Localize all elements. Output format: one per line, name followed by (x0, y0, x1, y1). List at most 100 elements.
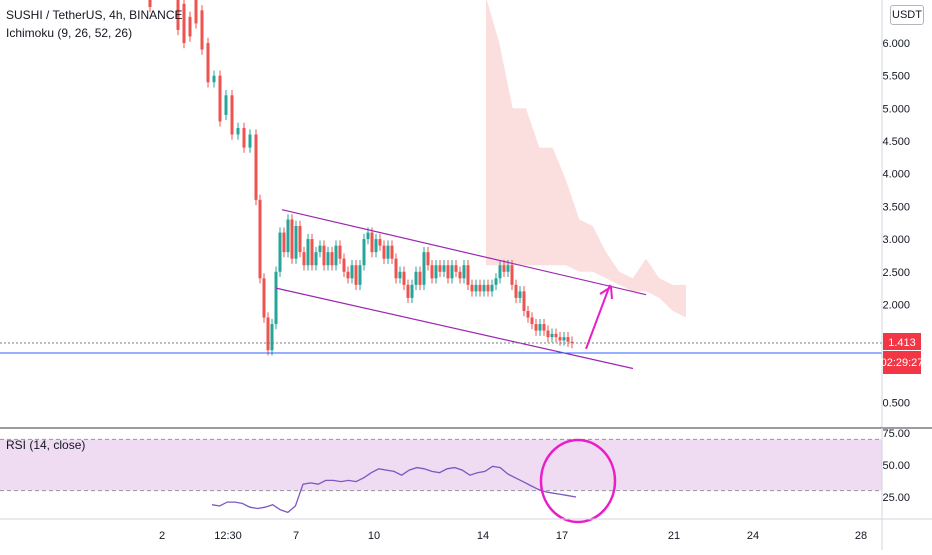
candle-body (530, 317, 534, 325)
candle-body (230, 95, 234, 135)
rsi-tick-label: 25.00 (882, 492, 910, 504)
candle-body (518, 291, 522, 298)
candle-body (224, 95, 228, 115)
candle-body (346, 271, 350, 279)
candle-body (442, 265, 446, 272)
candle-body (446, 265, 450, 279)
projection-arrow-shaft (585, 284, 611, 350)
candle-body (322, 245, 326, 266)
projection-arrow-head (599, 285, 613, 300)
price-tick-label: 4.500 (882, 136, 910, 148)
candle-body (430, 265, 434, 279)
price-tick-label: 5.500 (882, 71, 910, 83)
rsi-band (0, 439, 882, 491)
candle-body (218, 75, 222, 122)
price-tick-label: 2.000 (882, 299, 910, 311)
candle-body (466, 265, 470, 285)
candle-body (534, 324, 538, 331)
candle-body (414, 271, 418, 285)
candle-body (182, 3, 186, 43)
candle-body (526, 310, 530, 318)
rsi-tick-label: 50.00 (882, 460, 910, 472)
candle-body (538, 324, 542, 331)
candle-body (486, 284, 490, 292)
ichimoku-legend: Ichimoku (9, 26, 52, 26) (6, 26, 133, 40)
candle-body (502, 265, 506, 272)
time-tick-label: 2 (159, 530, 165, 542)
time-tick-label: 14 (477, 530, 489, 542)
candle-body (566, 337, 570, 342)
candle-body (506, 265, 510, 272)
currency-badge[interactable]: USDT (890, 5, 924, 25)
candle-body (298, 226, 302, 253)
candle-body (206, 43, 210, 83)
candle-body (326, 252, 330, 266)
candle-body (482, 284, 486, 292)
candle-body (302, 252, 306, 266)
candle-body (438, 265, 442, 272)
price-tick-label: 2.500 (882, 267, 910, 279)
candle-body (382, 245, 386, 259)
candle-body (236, 127, 240, 135)
candle-body (398, 271, 402, 279)
rsi-line (211, 465, 577, 514)
candle-body (354, 265, 358, 285)
candle-body (330, 252, 334, 266)
chart-title: SUSHI / TetherUS, 4h, BINANCE (6, 8, 183, 22)
candle-body (402, 271, 406, 285)
time-tick-label: 7 (293, 530, 299, 542)
candle-body (334, 245, 338, 266)
candle-body (176, 0, 180, 30)
last-price-label: 1.413 (888, 337, 916, 349)
candle-body (362, 239, 366, 266)
ichimoku-cloud-area (486, 0, 686, 318)
candle-body (458, 271, 462, 279)
price-tick-label: 5.000 (882, 103, 910, 115)
time-tick-label: 24 (747, 530, 759, 542)
candle-body (474, 284, 478, 292)
rsi-highlight-circle (539, 438, 617, 524)
candle-body (358, 265, 362, 285)
candle-body (490, 284, 494, 292)
candle-body (454, 265, 458, 272)
channel-upper-line (281, 209, 647, 296)
candle-body (554, 333, 558, 338)
price-tick-label: 0.500 (882, 398, 910, 410)
candle-body (514, 284, 518, 298)
candle-body (522, 291, 526, 311)
ichimoku-cloud (486, 0, 686, 318)
candle-body (410, 284, 414, 298)
candle-body (478, 284, 482, 292)
candle-body (406, 284, 410, 298)
price-axis[interactable]: 6.000 5.500 5.000 4.500 4.000 3.500 3.000 2.500… (881, 0, 924, 427)
time-tick-label: 21 (668, 530, 680, 542)
candle-body (434, 265, 438, 279)
candle-body (366, 232, 370, 240)
time-axis[interactable]: 2 12:30 7 10 14 17 21 24 28 (0, 518, 932, 542)
candle-body (188, 16, 192, 37)
candle-body (278, 232, 282, 272)
candle-body (470, 284, 474, 292)
rsi-title: RSI (14, close) (6, 438, 86, 452)
candle-body (370, 232, 374, 253)
candle-body (294, 226, 298, 259)
candle-body (262, 278, 266, 318)
last-price-badge (883, 333, 921, 350)
price-tick-label: 6.000 (882, 38, 910, 50)
candle-body (318, 245, 322, 253)
candle-body (394, 258, 398, 279)
candle-body (310, 239, 314, 266)
candle-body (542, 324, 546, 331)
candle-body (498, 265, 502, 279)
candle-body (314, 252, 318, 266)
rsi-pane: 75.00 50.00 25.00 (0, 427, 932, 550)
candle-body (254, 134, 258, 200)
candle-body (386, 245, 390, 259)
candle-body (148, 0, 152, 8)
time-tick-label: 28 (855, 530, 867, 542)
countdown-label: 02:29:27 (881, 357, 924, 369)
candle-body (374, 239, 378, 253)
candle-body (450, 265, 454, 279)
